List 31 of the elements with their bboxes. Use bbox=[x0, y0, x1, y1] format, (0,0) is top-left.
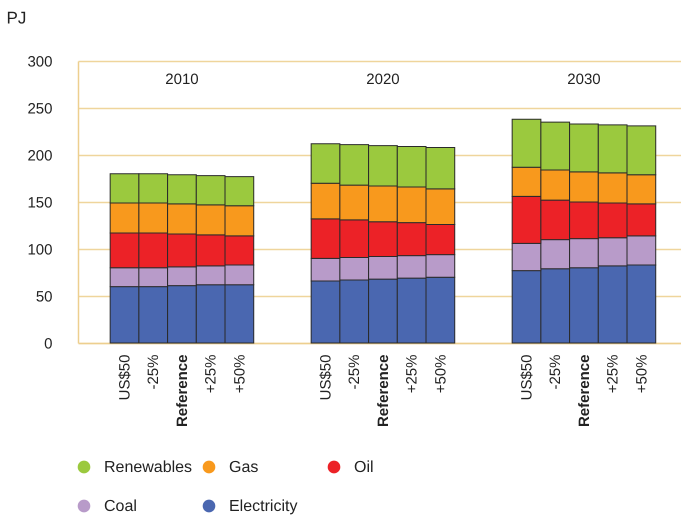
y-axis-title: PJ bbox=[6, 8, 26, 28]
x-tick-label: -25% bbox=[346, 354, 364, 390]
x-tick-label: -25% bbox=[145, 354, 162, 390]
x-tick-label: +25% bbox=[404, 354, 421, 394]
x-tick-label: Reference bbox=[374, 354, 392, 428]
y-tick-label: 50 bbox=[36, 288, 52, 306]
legend-label: Gas bbox=[229, 459, 258, 476]
x-tick-label: +50% bbox=[633, 354, 650, 394]
y-tick-label: 150 bbox=[27, 194, 52, 212]
x-tick-label: Reference bbox=[174, 354, 191, 428]
x-tick-label: US$50 bbox=[116, 354, 134, 400]
y-tick-label: 100 bbox=[27, 242, 52, 258]
x-tick-label: +50% bbox=[231, 354, 248, 394]
legend-label: Coal bbox=[104, 498, 137, 515]
legend-label: Electricity bbox=[229, 498, 298, 515]
annotation: 2020 bbox=[366, 71, 400, 88]
x-tick-label: +50% bbox=[432, 354, 450, 394]
annotation: 2030 bbox=[567, 71, 601, 88]
x-tick-label: US$50 bbox=[518, 354, 536, 400]
x-tick-label: -25% bbox=[547, 354, 564, 390]
y-tick-label: 250 bbox=[27, 100, 52, 118]
x-tick-label: +25% bbox=[604, 354, 622, 394]
legend-label: Renewables bbox=[104, 459, 192, 476]
legend-label: Oil bbox=[354, 459, 374, 476]
x-tick-label: +25% bbox=[202, 354, 220, 394]
annotation: 2010 bbox=[165, 71, 199, 88]
x-tick-label: Reference bbox=[576, 354, 593, 428]
y-tick-label: 300 bbox=[27, 54, 52, 70]
x-tick-label: US$50 bbox=[318, 354, 335, 400]
y-tick-label: 200 bbox=[27, 148, 52, 164]
y-tick-label: 0 bbox=[44, 336, 52, 352]
